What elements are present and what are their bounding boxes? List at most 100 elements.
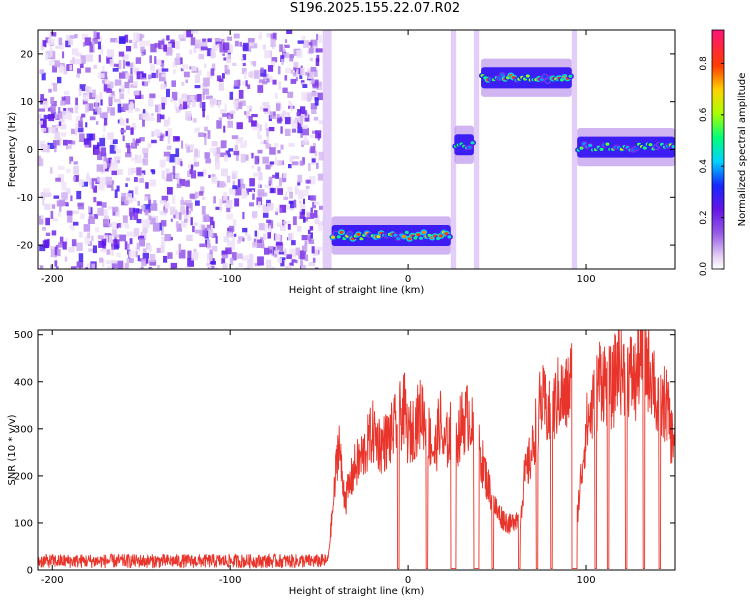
spectrogram-noise-cell [305,71,309,76]
spectrogram-noise-cell [72,57,75,65]
spectrogram-noise-cell [223,42,230,50]
spectrogram-noise-cell [245,80,248,87]
spectrogram-noise-cell [124,200,130,205]
spectrogram-noise-cell [109,167,112,172]
spectrogram-noise-cell [157,264,161,269]
spectrogram-noise-cell [71,140,76,145]
spectrogram-noise-cell [134,186,139,195]
spectrogram-noise-cell [232,185,238,190]
spectrogram-noise-cell [173,69,176,74]
spectrogram-noise-cell [114,98,121,103]
spectrogram-noise-cell [294,188,300,195]
spectrogram-noise-cell [277,257,283,263]
spectrogram-noise-cell [191,170,197,179]
spectrogram-noise-cell [287,224,291,230]
spectrogram-noise-cell [290,69,294,74]
spectrogram-noise-cell [58,37,63,46]
spectrogram-noise-cell [58,107,61,113]
spectrogram-noise-cell [313,248,319,256]
spectrogram-noise-cell [127,145,131,154]
spectrogram-noise-cell [95,94,99,103]
spectrogram-noise-cell [124,263,128,269]
spectrogram-noise-cell [226,69,230,75]
spectrogram-noise-cell [267,65,274,72]
spectrogram-noise-cell [68,247,75,253]
spectrogram-noise-cell [251,189,254,194]
spectrogram-noise-cell [38,144,43,148]
spectrogram-noise-cell [110,159,118,168]
spectrogram-noise-cell [252,61,257,67]
spectrogram-noise-cell [175,137,180,141]
spectrogram-noise-cell [75,115,81,122]
spectrogram-noise-cell [263,212,269,218]
spectrogram-noise-cell [284,128,291,136]
spectrogram-noise-cell [285,68,291,74]
spectrogram-noise-cell [282,87,288,93]
spectrogram-noise-cell [171,91,178,101]
spectrogram-noise-cell [190,217,193,226]
spectrogram-noise-cell [253,70,260,79]
spectrogram-noise-cell [56,248,61,257]
spectrogram-noise-cell [87,103,94,111]
spectrogram-segment-core [599,147,604,151]
spectrogram-noise-cell [290,78,297,84]
spectrogram-noise-cell [46,144,50,153]
spectrogram-noise-cell [235,154,239,161]
spectrogram-noise-cell [204,126,208,132]
spectrogram-noise-cell [272,32,277,41]
spectrogram-noise-cell [100,99,103,106]
spectrogram-noise-cell [264,50,271,59]
spectrogram-segment-core [447,235,452,239]
spectrogram-noise-cell [116,185,120,192]
spectrogram-noise-cell [206,253,213,262]
spectrogram-noise-cell [249,46,252,52]
spectrogram-noise-cell [142,119,145,127]
spectrogram-noise-cell [211,141,218,147]
snr-y-tick-label: 300 [14,424,33,435]
spectrogram-noise-cell [128,167,134,176]
spectrogram-segment-core [648,143,653,147]
spectrogram-noise-cell [111,262,117,269]
spectrogram-noise-cell [311,246,315,254]
spectrogram-noise-cell [77,127,84,133]
spectrogram-noise-cell [84,37,91,46]
spectrogram-noise-cell [59,236,64,244]
spectrogram-noise-cell [295,247,300,256]
spectrogram-noise-cell [52,218,58,222]
spectrogram-noise-cell [312,130,317,134]
spectrogram-noise-cell [159,210,164,215]
spectrogram-noise-cell [236,253,243,259]
spectrogram-noise-cell [247,234,251,241]
spectrogram-noise-cell [207,71,214,79]
spectrogram-noise-cell [184,200,192,204]
spectrogram-noise-cell [69,64,73,71]
spectrogram-noise-cell [216,147,221,155]
spectrogram-noise-cell [230,110,236,115]
spectrogram-noise-cell [85,176,90,184]
spectrogram-noise-cell [183,101,188,110]
spectrogram-noise-cell [228,233,234,238]
spectrogram-noise-cell [199,243,207,248]
spectrogram-streak [322,30,332,269]
spectrogram-noise-cell [251,153,254,159]
spectrogram-noise-cell [226,54,232,64]
spectrogram-noise-cell [185,79,188,83]
spectrogram-noise-cell [278,251,285,255]
spectrogram-noise-cell [168,43,172,50]
spectrogram-noise-cell [183,201,188,205]
spectrogram-noise-cell [104,168,109,172]
spectrogram-noise-cell [262,73,269,81]
spectrogram-noise-cell [301,266,307,269]
spectrogram-noise-cell [265,259,272,269]
spectrogram-noise-cell [189,49,193,55]
spectrogram-noise-cell [129,238,133,245]
spectrogram-noise-cell [69,35,76,39]
spectrogram-noise-cell [317,173,324,181]
spectrogram-noise-cell [286,204,291,210]
spectrogram-noise-cell [114,144,118,152]
spectrogram-noise-cell [120,223,124,227]
spectrogram-noise-cell [247,259,254,268]
spectrogram-noise-cell [120,129,126,133]
spectrogram-noise-cell [271,266,275,269]
spectrogram-noise-cell [107,132,114,140]
